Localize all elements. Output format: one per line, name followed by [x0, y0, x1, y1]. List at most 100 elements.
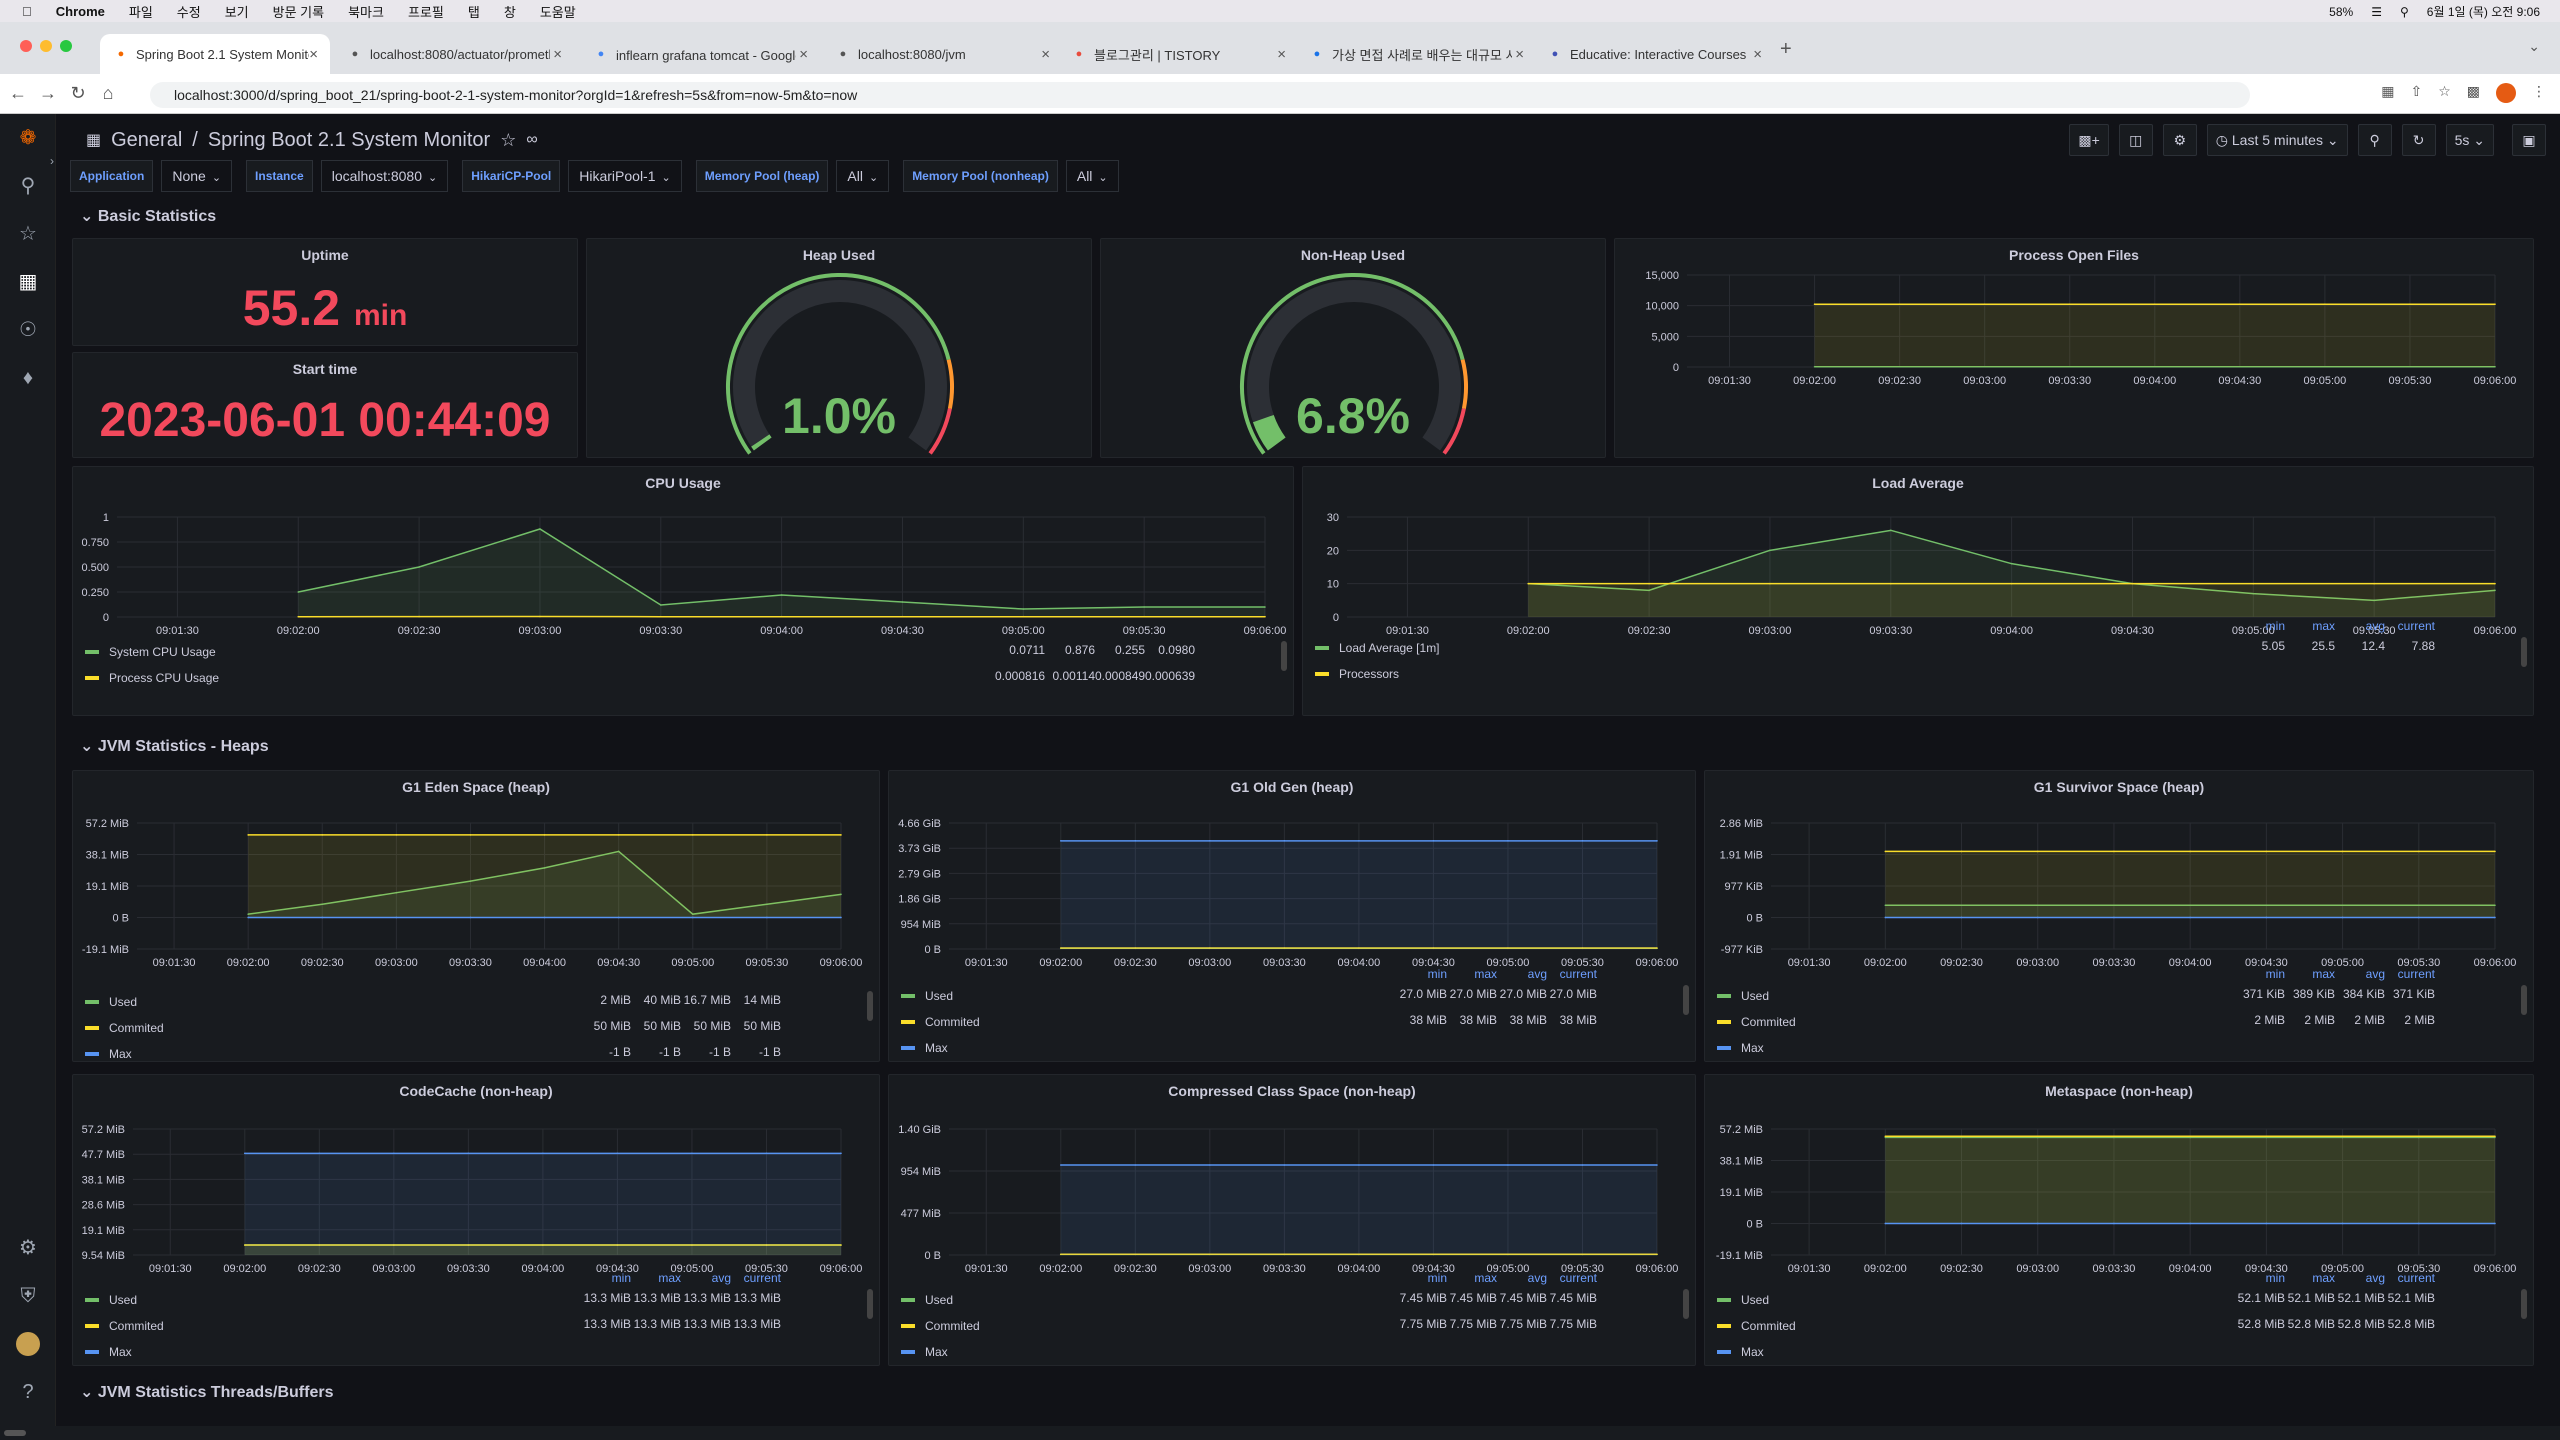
clock[interactable]: 6월 1일 (목) 오전 9:06 — [2426, 5, 2540, 19]
panel-uptime[interactable]: Uptime 55.2 min — [72, 238, 578, 346]
legend-item[interactable]: Max — [901, 1343, 1673, 1361]
browser-tab[interactable]: ● Educative: Interactive Courses × — [1534, 34, 1774, 74]
share-dashboard-icon[interactable]: ∞ — [526, 131, 538, 148]
legend-item[interactable]: Process CPU Usage 0.000816 0.00114 0.000849… — [85, 669, 1271, 687]
tab-search-button[interactable]: ⌄ — [2528, 38, 2540, 54]
legend-scrollbar[interactable] — [2521, 1289, 2527, 1319]
legend-header-current[interactable]: current — [2397, 967, 2435, 981]
menu-help[interactable]: 도움말 — [530, 4, 576, 20]
starred-icon[interactable]: ☆ — [19, 223, 37, 245]
legend-item[interactable]: Max — [901, 1039, 1673, 1057]
translate-icon[interactable]: ▦ — [2381, 83, 2395, 99]
legend-item[interactable]: Processors — [1315, 665, 2511, 683]
browser-tab[interactable]: ● 블로그관리 | TISTORY × — [1058, 34, 1298, 74]
row-jvm-heaps[interactable]: ⌄ JVM Statistics - Heaps — [80, 736, 269, 756]
variable-select[interactable]: localhost:8080 ⌄ — [320, 160, 449, 192]
legend-item[interactable]: Max -1 B -1 B -1 B -1 B — [85, 1045, 857, 1059]
panel-open_files[interactable]: Process Open Files 15,000 10,000 5,000 0 09:0… — [1614, 238, 2534, 458]
browser-tab[interactable]: ● localhost:8080/actuator/prometheus× — [334, 34, 574, 74]
legend-scrollbar[interactable] — [1281, 641, 1287, 671]
dashboards-icon[interactable]: ▦ — [18, 271, 38, 293]
close-tab-icon[interactable]: × — [1515, 45, 1524, 63]
legend-header-current[interactable]: current — [2397, 1271, 2435, 1285]
legend-header-current[interactable]: current — [2397, 619, 2435, 633]
legend-item[interactable]: Load Average [1m] 5.05 25.5 12.4 7.88 — [1315, 639, 2511, 657]
close-tab-icon[interactable]: × — [553, 45, 562, 63]
server-admin-shield-icon[interactable]: ⛨ — [20, 1285, 36, 1307]
horizontal-scrollbar[interactable] — [0, 1426, 2560, 1440]
legend-header-avg[interactable]: avg — [2365, 1271, 2385, 1285]
legend-item[interactable]: Used 2 MiB 40 MiB 16.7 MiB 14 MiB — [85, 993, 857, 1011]
legend-header-max[interactable]: max — [1474, 1271, 1497, 1285]
close-tab-icon[interactable]: × — [1277, 45, 1286, 63]
panel-ccs[interactable]: Compressed Class Space (non-heap) 1.40 Gi… — [888, 1074, 1696, 1366]
legend-header-avg[interactable]: avg — [711, 1271, 731, 1285]
panel-codecache[interactable]: CodeCache (non-heap) 57.2 MiB 47.7 MiB 38.1… — [72, 1074, 880, 1366]
maximize-window-button[interactable] — [60, 40, 72, 52]
legend-item[interactable]: Max — [1717, 1039, 2511, 1057]
legend-header-avg[interactable]: avg — [2365, 967, 2385, 981]
legend-header-current[interactable]: current — [1559, 967, 1597, 981]
legend-header-max[interactable]: max — [2312, 619, 2335, 633]
menu-profile[interactable]: 프로필 — [398, 4, 444, 20]
legend-item[interactable]: Commited 52.8 MiB 52.8 MiB 52.8 MiB 52.8 MiB — [1717, 1317, 2511, 1335]
menu-edit[interactable]: 수정 — [167, 4, 201, 20]
browser-tab[interactable]: ● inflearn grafana tomcat - Google 검색× — [580, 34, 820, 74]
help-icon[interactable]: ? — [22, 1381, 34, 1403]
profile-avatar[interactable] — [2496, 83, 2516, 103]
panel-nonheap-used[interactable]: Non-Heap Used 6.8% — [1100, 238, 1606, 458]
legend-item[interactable]: Used 13.3 MiB 13.3 MiB 13.3 MiB 13.3 MiB — [85, 1291, 857, 1309]
panel-metaspace[interactable]: Metaspace (non-heap) 57.2 MiB 38.1 MiB 19.1… — [1704, 1074, 2534, 1366]
panel-load[interactable]: Load Average 30 20 10 0 09:01:30 09:02:00 09:02… — [1302, 466, 2534, 716]
scrollbar-thumb[interactable] — [4, 1430, 26, 1436]
home-icon[interactable]: ⌂ — [102, 83, 114, 103]
legend-header-max[interactable]: max — [1474, 967, 1497, 981]
legend-item[interactable]: System CPU Usage 0.0711 0.876 0.255 0.0980 — [85, 643, 1271, 661]
browser-tab[interactable]: ● 가상 면접 사례로 배우는 대규모 시스템 설계× — [1296, 34, 1536, 74]
star-dashboard-icon[interactable]: ☆ — [500, 129, 517, 150]
legend-scrollbar[interactable] — [2521, 985, 2527, 1015]
add-panel-button[interactable]: ▩+ — [2069, 124, 2109, 156]
zoom-out-button[interactable]: ⚲ — [2357, 124, 2392, 156]
configuration-icon[interactable]: ⚙ — [19, 1237, 37, 1259]
menu-bookmarks[interactable]: 북마크 — [338, 4, 384, 20]
forward-icon[interactable]: → — [39, 83, 57, 103]
menu-history[interactable]: 방문 기록 — [262, 4, 324, 20]
legend-header-max[interactable]: max — [658, 1271, 681, 1285]
reload-icon[interactable]: ↻ — [70, 83, 86, 103]
legend-scrollbar[interactable] — [867, 1289, 873, 1319]
close-tab-icon[interactable]: × — [799, 45, 808, 63]
search-icon[interactable]: ⚲ — [20, 175, 36, 197]
legend-item[interactable]: Used 7.45 MiB 7.45 MiB 7.45 MiB 7.45 MiB — [901, 1291, 1673, 1309]
browser-tab[interactable]: ● localhost:8080/jvm × — [822, 34, 1062, 74]
minimize-window-button[interactable] — [40, 40, 52, 52]
legend-item[interactable]: Commited 13.3 MiB 13.3 MiB 13.3 MiB 13.3 MiB — [85, 1317, 857, 1335]
panel-survivor[interactable]: G1 Survivor Space (heap) 2.86 MiB 1.91 MiB… — [1704, 770, 2534, 1062]
variable-select[interactable]: All ⌄ — [1065, 160, 1119, 192]
back-icon[interactable]: ← — [9, 83, 27, 103]
save-dashboard-button[interactable]: ◫ — [2118, 124, 2153, 156]
url-input[interactable]: localhost:3000/d/spring_boot_21/spring-b… — [150, 82, 2250, 108]
sidebar-expand-icon[interactable]: › — [50, 154, 54, 168]
legend-item[interactable]: Commited 50 MiB 50 MiB 50 MiB 50 MiB — [85, 1019, 857, 1037]
legend-header-current[interactable]: current — [743, 1271, 781, 1285]
close-tab-icon[interactable]: × — [1753, 45, 1762, 63]
bookmark-star-icon[interactable]: ☆ — [2438, 83, 2451, 99]
legend-header-min[interactable]: min — [611, 1271, 631, 1285]
close-tab-icon[interactable]: × — [309, 45, 318, 63]
panel-cpu[interactable]: CPU Usage 1 0.750 0.500 0.250 0 09:01:30 09:02:… — [72, 466, 1294, 716]
close-tab-icon[interactable]: × — [1041, 45, 1050, 63]
legend-scrollbar[interactable] — [1683, 1289, 1689, 1319]
tv-mode-button[interactable]: ▣ — [2512, 124, 2546, 156]
panel-start-time[interactable]: Start time 2023-06-01 00:44:09 — [72, 352, 578, 458]
battery-percent[interactable]: 58% — [2329, 4, 2354, 19]
panel-eden[interactable]: G1 Eden Space (heap) 57.2 MiB 38.1 MiB 19.1… — [72, 770, 880, 1062]
legend-item[interactable]: Commited 2 MiB 2 MiB 2 MiB 2 MiB — [1717, 1013, 2511, 1031]
refresh-button[interactable]: ↻ — [2401, 124, 2436, 156]
legend-item[interactable]: Used 27.0 MiB 27.0 MiB 27.0 MiB 27.0 MiB — [901, 987, 1673, 1005]
legend-header-current[interactable]: current — [1559, 1271, 1597, 1285]
chrome-menu-icon[interactable]: ⋮ — [2532, 83, 2546, 99]
menu-view[interactable]: 보기 — [214, 4, 249, 20]
menu-window[interactable]: 창 — [494, 4, 516, 20]
explore-icon[interactable]: ☉ — [19, 319, 37, 341]
